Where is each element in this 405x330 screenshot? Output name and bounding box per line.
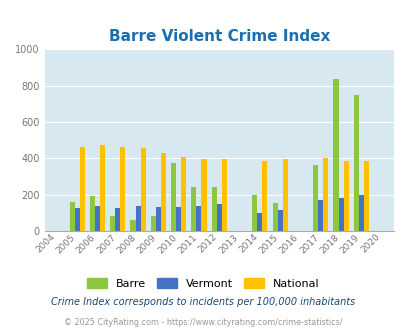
Bar (221, 159, 226, 231)
Bar (201, 159, 206, 231)
Bar (252, 195, 257, 231)
Legend: Barre, Vermont, National: Barre, Vermont, National (83, 275, 322, 292)
Text: Crime Index corresponds to incidents per 100,000 inhabitants: Crime Index corresponds to incidents per… (51, 297, 354, 307)
Bar (120, 147, 125, 231)
Bar (272, 203, 277, 231)
Bar (130, 220, 135, 231)
Bar (196, 206, 201, 231)
Bar (176, 208, 181, 231)
Bar (353, 95, 358, 231)
Bar (160, 153, 166, 231)
Bar (318, 200, 322, 231)
Bar (75, 208, 79, 231)
Bar (333, 80, 338, 231)
Bar (257, 213, 262, 231)
Bar (322, 158, 328, 231)
Bar (363, 161, 368, 231)
Bar (115, 208, 120, 231)
Bar (262, 161, 267, 231)
Bar (211, 186, 216, 231)
Bar (100, 145, 105, 231)
Bar (358, 195, 363, 231)
Bar (135, 206, 140, 231)
Bar (338, 198, 343, 231)
Text: © 2025 CityRating.com - https://www.cityrating.com/crime-statistics/: © 2025 CityRating.com - https://www.city… (64, 318, 341, 327)
Bar (140, 148, 145, 231)
Bar (171, 163, 176, 231)
Bar (216, 204, 221, 231)
Bar (312, 165, 318, 231)
Bar (191, 186, 196, 231)
Title: Barre Violent Crime Index: Barre Violent Crime Index (108, 29, 329, 44)
Bar (150, 216, 156, 231)
Bar (95, 206, 100, 231)
Bar (90, 196, 95, 231)
Bar (277, 210, 282, 231)
Bar (156, 208, 160, 231)
Bar (343, 161, 348, 231)
Bar (282, 159, 287, 231)
Bar (181, 157, 186, 231)
Bar (79, 147, 85, 231)
Bar (69, 202, 75, 231)
Bar (110, 215, 115, 231)
